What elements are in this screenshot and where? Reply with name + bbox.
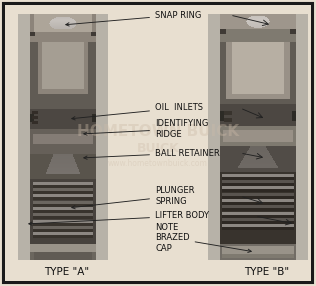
Text: BUICK: BUICK (137, 142, 179, 154)
Text: NOTE
BRAZED
CAP: NOTE BRAZED CAP (155, 223, 251, 253)
Text: TYPE "A": TYPE "A" (44, 267, 89, 277)
Text: HOMETOWN BUICK: HOMETOWN BUICK (77, 124, 239, 138)
Text: www.hometownbuick.com: www.hometownbuick.com (108, 160, 208, 168)
Text: LIFTER BODY: LIFTER BODY (29, 212, 209, 225)
Text: PLUNGER
SPRING: PLUNGER SPRING (72, 186, 195, 209)
Text: IDENTIFYING
RIDGE: IDENTIFYING RIDGE (84, 119, 208, 139)
Text: TYPE "B": TYPE "B" (245, 267, 289, 277)
Text: SNAP RING: SNAP RING (66, 11, 201, 26)
Text: BALL RETAINER: BALL RETAINER (84, 148, 220, 159)
Text: OIL  INLETS: OIL INLETS (72, 104, 203, 120)
